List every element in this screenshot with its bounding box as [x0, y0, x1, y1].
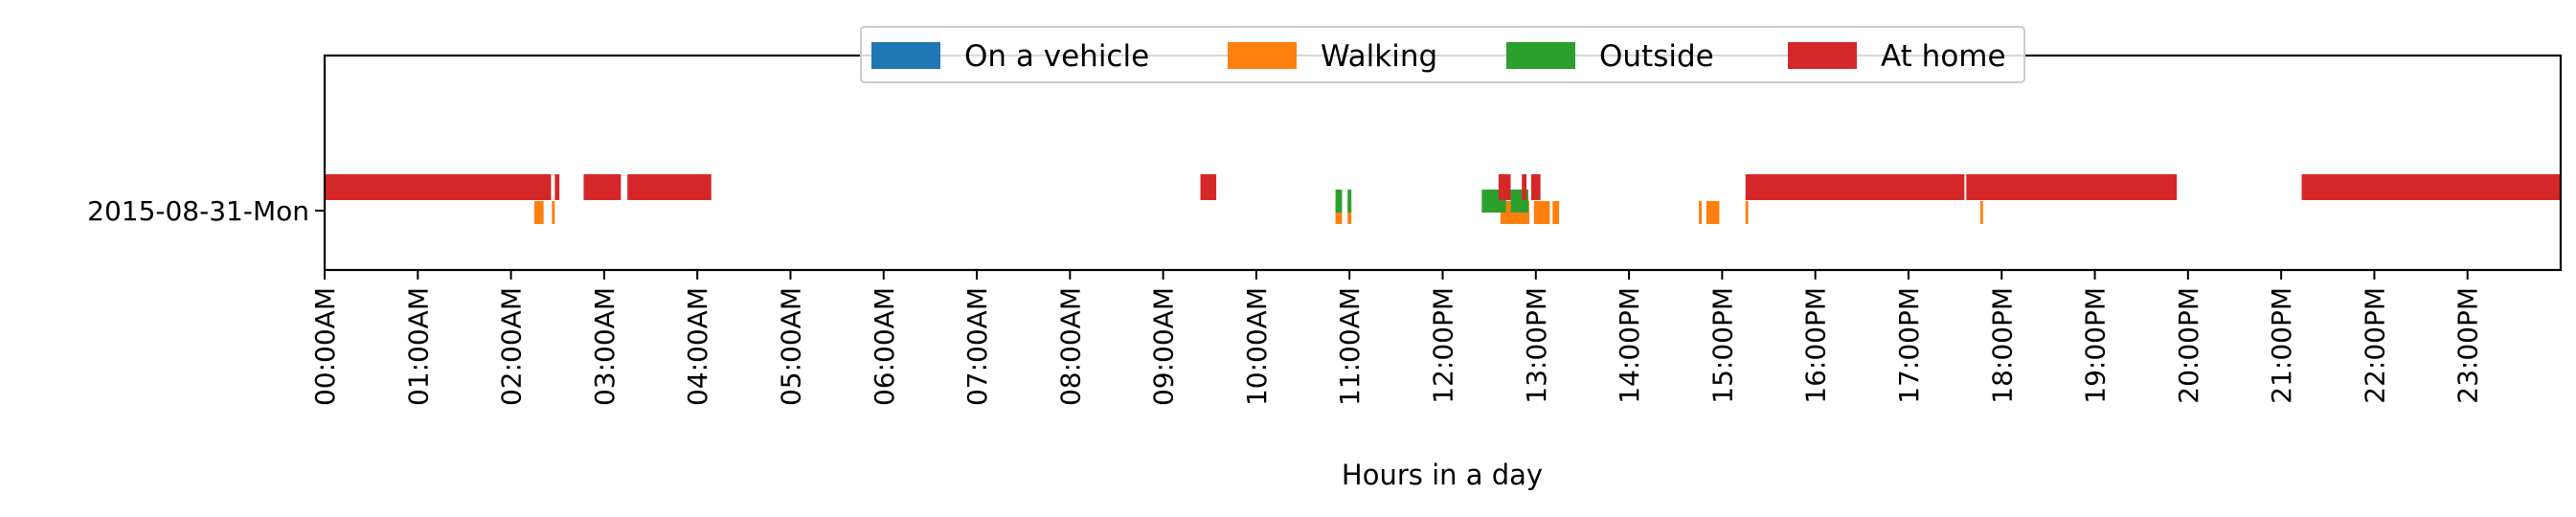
bar-at-home [583, 174, 621, 200]
x-tick-label: 08:00AM [1054, 287, 1086, 406]
x-axis-label: Hours in a day [1342, 459, 1543, 491]
bar-walking [1706, 201, 1720, 224]
x-tick-label: 02:00AM [496, 287, 528, 406]
x-tick-label: 19:00PM [2080, 287, 2112, 404]
x-tick-label: 22:00PM [2359, 287, 2390, 404]
plot-area [325, 174, 2561, 224]
x-tick-label: 04:00AM [682, 287, 713, 406]
bar-at-home [325, 174, 552, 200]
bar-walking [533, 201, 544, 224]
x-tick-label: 18:00PM [1986, 287, 2018, 404]
legend-swatch [871, 42, 940, 69]
bar-walking [1699, 201, 1702, 224]
x-tick-label: 03:00AM [589, 287, 621, 406]
bar-at-home [2301, 174, 2561, 200]
legend-box [860, 26, 2025, 83]
y-axis: 2015-08-31-Mon [87, 195, 325, 227]
x-tick-label: 09:00AM [1148, 287, 1180, 406]
x-tick-label: 10:00AM [1241, 287, 1273, 406]
legend-swatch [1788, 42, 1857, 69]
x-tick-label: 00:00AM [309, 287, 341, 406]
x-tick-label: 15:00PM [1706, 287, 1738, 404]
x-tick-label: 23:00PM [2452, 287, 2484, 404]
plot-frame [323, 54, 2563, 272]
bar-outside [1347, 190, 1352, 213]
bar-outside [1335, 190, 1343, 213]
x-tick-label: 01:00AM [402, 287, 434, 406]
x-tick-label: 05:00AM [775, 287, 806, 406]
x-tick-label: 14:00PM [1614, 287, 1645, 404]
bar-at-home [1498, 174, 1511, 200]
bar-at-home [1522, 174, 1527, 200]
bar-walking [1979, 201, 1983, 224]
bar-walking [1533, 201, 1550, 224]
legend-label: Walking [1321, 39, 1437, 74]
bar-at-home [627, 174, 712, 200]
x-tick-label: 12:00PM [1428, 287, 1459, 404]
x-tick-label: 13:00PM [1521, 287, 1552, 404]
legend: On a vehicle Walking Outside At home [860, 26, 2025, 83]
bar-at-home [1745, 174, 1965, 200]
x-tick-label: 11:00AM [1334, 287, 1366, 406]
x-tick-label: 20:00PM [2173, 287, 2204, 404]
legend-label: At home [1881, 39, 2006, 74]
bar-walking [1552, 201, 1560, 224]
bar-walking [552, 201, 555, 224]
bar-walking [1745, 201, 1749, 224]
bar-at-home [1530, 174, 1541, 200]
x-tick-label: 17:00PM [1893, 287, 1925, 404]
legend-swatch [1506, 42, 1575, 69]
legend-label: Outside [1599, 39, 1714, 74]
bar-at-home [1966, 174, 2178, 200]
x-tick-label: 16:00PM [1800, 287, 1832, 404]
legend-label: On a vehicle [964, 39, 1149, 74]
legend-swatch [1228, 42, 1297, 69]
x-axis: 00:00AM 01:00AM 02:00AM 03:00AM 04:00AM 05:00… [309, 270, 2484, 406]
x-tick-label: 21:00PM [2266, 287, 2297, 404]
x-tick-label: 07:00AM [961, 287, 993, 406]
bar-at-home [1200, 174, 1217, 200]
x-tick-label: 06:00AM [869, 287, 900, 406]
y-tick-label: 2015-08-31-Mon [87, 195, 309, 227]
bar-at-home [554, 174, 560, 200]
